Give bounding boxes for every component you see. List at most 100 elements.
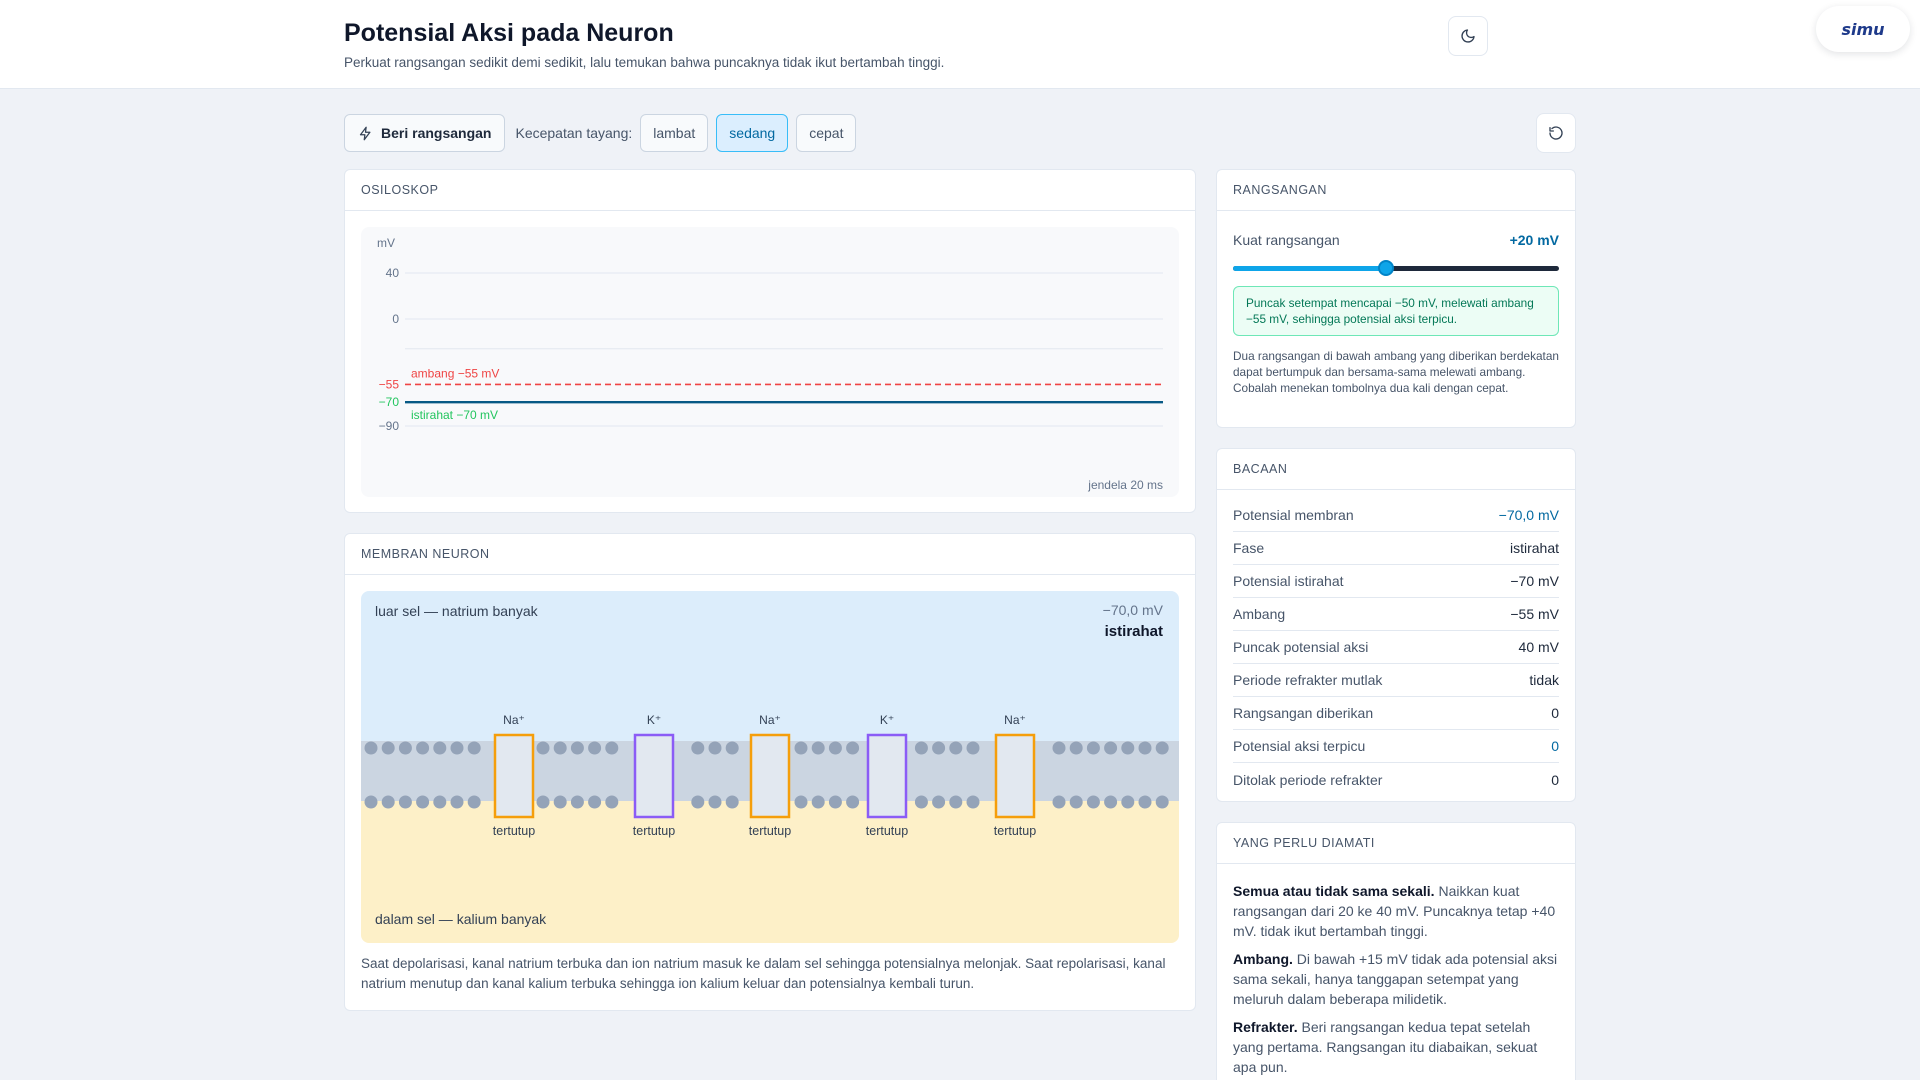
channel-state-label: tertutup — [748, 824, 792, 838]
channel-state-label: tertutup — [865, 824, 909, 838]
reading-label: Periode refrakter mutlak — [1233, 672, 1383, 688]
speed-label: Kecepatan tayang: — [515, 125, 633, 141]
observe-item-text: Di bawah +15 mV tidak ada potensial aksi… — [1233, 951, 1558, 1007]
speed-option-cepat[interactable]: cepat — [796, 114, 857, 152]
reset-button[interactable] — [1536, 113, 1576, 153]
page-title: Potensial Aksi pada Neuron — [344, 19, 674, 47]
observe-title: YANG PERLU DIAMATI — [1217, 823, 1575, 864]
membrane-svg — [361, 591, 1179, 943]
observe-item: Ambang. Di bawah +15 mV tidak ada potens… — [1233, 949, 1559, 1009]
reading-value: −70,0 mV — [1498, 507, 1559, 523]
lipid-head — [450, 741, 464, 755]
lipid-head — [605, 795, 619, 809]
reading-label: Fase — [1233, 540, 1265, 556]
lipid-head — [708, 795, 722, 809]
y-tick-label: 40 — [386, 266, 400, 280]
simu-logo[interactable]: simu — [1816, 6, 1910, 52]
lipid-head — [1052, 741, 1066, 755]
membrane-title: MEMBRAN NEURON — [345, 534, 1195, 575]
rest-label: istirahat −70 mV — [411, 408, 498, 422]
channel-ion-label: Na⁺ — [503, 713, 525, 727]
lipid-head — [416, 795, 430, 809]
readings-card: BACAAN Potensial membran −70,0 mV Fase ist… — [1216, 448, 1576, 802]
inside-cell-label: dalam sel — kalium banyak — [375, 911, 547, 927]
reading-value: −70 mV — [1510, 573, 1559, 589]
reading-label: Potensial istirahat — [1233, 573, 1344, 589]
slider-track[interactable] — [1233, 266, 1559, 271]
lipid-head — [725, 741, 739, 755]
reading-row: Ditolak periode refrakter 0 — [1233, 763, 1559, 796]
lipid-head — [536, 795, 550, 809]
slider-fill — [1233, 266, 1387, 271]
reading-value: 0 — [1551, 771, 1559, 788]
lipid-head — [1086, 795, 1100, 809]
ion-channel — [633, 733, 675, 819]
observe-item-head: Ambang. — [1233, 951, 1293, 967]
slider-thumb[interactable] — [1378, 260, 1395, 276]
logo-text: simu — [1841, 19, 1885, 39]
lipid-head — [433, 795, 447, 809]
reading-value: 40 mV — [1518, 639, 1559, 655]
reading-label: Potensial membran — [1233, 507, 1354, 523]
lipid-head — [1121, 795, 1135, 809]
observe-card: YANG PERLU DIAMATI Semua atau tidak sama… — [1216, 822, 1576, 1080]
lipid-head — [1155, 795, 1169, 809]
readings-title: BACAAN — [1217, 449, 1575, 490]
membrane-card: MEMBRAN NEURON luar sel — natrium banyak… — [344, 533, 1196, 1011]
lipid-head — [570, 741, 584, 755]
reading-row: Periode refrakter mutlak tidak — [1233, 664, 1559, 697]
lipid-head — [828, 795, 842, 809]
lipid-head — [966, 795, 980, 809]
lipid-head — [1069, 795, 1083, 809]
lipid-head — [1121, 741, 1135, 755]
observe-item-head: Refrakter. — [1233, 1019, 1298, 1035]
lipid-head — [553, 741, 567, 755]
stimulus-title: RANGSANGAN — [1217, 170, 1575, 211]
outside-cell-label: luar sel — natrium banyak — [375, 603, 538, 619]
lipid-head — [828, 741, 842, 755]
stimulate-button[interactable]: Beri rangsangan — [344, 114, 506, 152]
lipid-head — [1086, 741, 1100, 755]
reading-label: Rangsangan diberikan — [1233, 705, 1374, 721]
reading-row: Potensial istirahat −70 mV — [1233, 565, 1559, 598]
reading-row: Ambang −55 mV — [1233, 598, 1559, 631]
lipid-head — [364, 795, 378, 809]
moon-icon — [1461, 29, 1475, 43]
lipid-head — [1069, 741, 1083, 755]
channel-state-label: tertutup — [492, 824, 536, 838]
lipid-head — [725, 795, 739, 809]
speed-option-sedang[interactable]: sedang — [716, 114, 789, 152]
channel-state-label: tertutup — [632, 824, 676, 838]
reset-icon — [1549, 126, 1563, 140]
reading-label: Potensial aksi terpicu — [1233, 738, 1366, 754]
channel-ion-label: Na⁺ — [759, 713, 781, 727]
reading-row: Potensial aksi terpicu 0 — [1233, 730, 1559, 763]
lipid-head — [536, 741, 550, 755]
lipid-head — [1155, 741, 1169, 755]
oscilloscope-chart: mV 40 0 −55 −70 −90 ambang −55 mV istirahat −… — [377, 236, 1163, 492]
membrane-diagram: luar sel — natrium banyak dalam sel — ka… — [361, 591, 1179, 943]
lipid-head — [381, 795, 395, 809]
observe-item-head: Semua atau tidak sama sekali. — [1233, 883, 1435, 899]
lipid-head — [416, 741, 430, 755]
reading-value: 0 — [1551, 705, 1559, 721]
reading-row: Rangsangan diberikan 0 — [1233, 697, 1559, 730]
reading-label: Ditolak periode refrakter — [1233, 771, 1383, 788]
ion-channel — [866, 733, 908, 819]
speed-option-lambat[interactable]: lambat — [640, 114, 709, 152]
lipid-head — [1138, 795, 1152, 809]
lipid-head — [1138, 741, 1152, 755]
channel-state-label: tertutup — [993, 824, 1037, 838]
lipid-head — [570, 795, 584, 809]
observe-item: Refrakter. Beri rangsangan kedua tepat s… — [1233, 1017, 1559, 1077]
y-tick-label: −70 — [379, 395, 400, 409]
lipid-head — [588, 795, 602, 809]
threshold-label: ambang −55 mV — [411, 366, 499, 380]
theme-toggle-button[interactable] — [1448, 16, 1488, 56]
y-tick-label: −55 — [379, 377, 400, 391]
lipid-head — [691, 795, 705, 809]
stimulus-slider[interactable] — [1233, 260, 1559, 276]
lipid-head — [846, 795, 860, 809]
page-subtitle: Perkuat rangsangan sedikit demi sedikit,… — [344, 55, 945, 70]
reading-row: Potensial membran −70,0 mV — [1233, 499, 1559, 532]
